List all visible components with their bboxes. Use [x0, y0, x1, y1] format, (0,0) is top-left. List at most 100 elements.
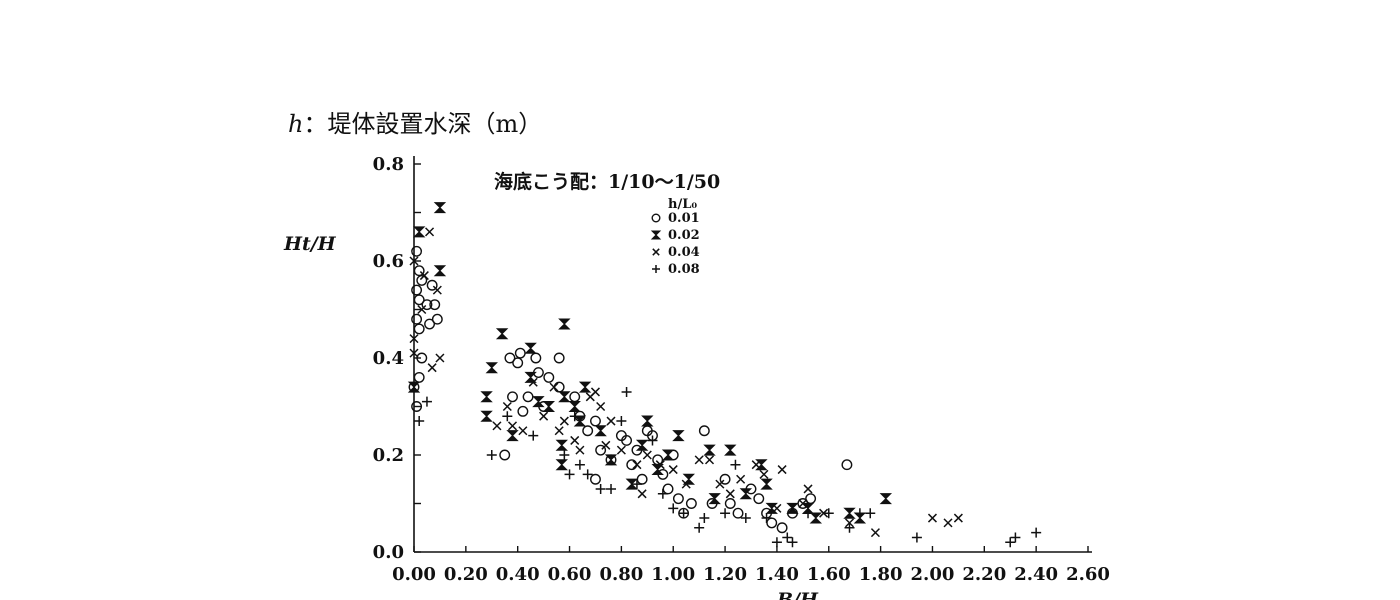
x-marker [725, 489, 735, 499]
circle-marker [595, 444, 607, 456]
x-marker [819, 508, 829, 518]
circle-marker [416, 274, 428, 286]
circle-marker [553, 381, 565, 393]
x-marker [616, 445, 626, 455]
x-marker [425, 227, 435, 237]
x-tick-label: 0.80 [599, 564, 643, 585]
x-tick-label: 2.60 [1066, 564, 1110, 585]
circle-marker [429, 299, 441, 311]
hourglass-marker [555, 459, 568, 471]
plus-marker [854, 508, 865, 519]
x-marker [803, 484, 813, 494]
hourglass-marker [568, 401, 581, 412]
hourglass-marker [879, 493, 893, 505]
x-marker [681, 479, 691, 489]
circle-marker [543, 371, 555, 383]
series-plus [414, 386, 1042, 548]
x-marker [492, 421, 502, 431]
hourglass-marker [412, 226, 426, 238]
x-marker [575, 445, 585, 455]
hourglass-marker [809, 512, 823, 524]
plus-marker [720, 508, 731, 519]
x-marker [427, 363, 437, 373]
x-marker [409, 256, 419, 266]
hourglass-marker [739, 488, 753, 500]
plus-marker [771, 537, 782, 548]
hourglass-marker [703, 444, 716, 456]
hourglass-marker [786, 502, 799, 514]
hourglass-marker [650, 230, 662, 240]
circle-marker [411, 313, 423, 325]
x-marker [596, 401, 606, 412]
hourglass-marker [843, 507, 856, 519]
circle-marker [626, 459, 638, 471]
circle-marker [553, 352, 565, 364]
y-tick-label: 0.0 [373, 542, 404, 563]
plus-marker [1005, 537, 1016, 548]
x-marker [668, 465, 678, 475]
circle-marker [507, 391, 518, 403]
plus-marker [652, 265, 660, 273]
y-tick-label: 0.2 [373, 445, 404, 466]
hourglass-marker [708, 493, 721, 505]
x-tick-label: 1.00 [651, 564, 695, 585]
y-tick-label: 0.4 [373, 348, 404, 369]
plus-marker [911, 532, 922, 543]
plus-marker [657, 488, 668, 499]
plus-marker [582, 469, 593, 480]
hourglass-marker [433, 202, 447, 214]
plus-marker [616, 416, 627, 427]
hourglass-marker [532, 396, 545, 408]
plus-marker [528, 430, 539, 441]
x-marker [432, 285, 442, 295]
plus-marker [699, 513, 710, 524]
chart-legend: h/L₀ 0.01 0.02 0.04 0.08 [650, 197, 700, 277]
plus-marker [668, 503, 679, 514]
plus-marker [844, 522, 855, 533]
circle-marker [805, 493, 817, 505]
circle-marker [698, 425, 710, 437]
plus-marker [1031, 527, 1042, 538]
plus-marker [694, 522, 705, 533]
circle-marker [426, 279, 438, 291]
circle-marker [522, 391, 534, 403]
x-tick-label: 2.00 [911, 564, 955, 585]
legend-label: 0.04 [668, 245, 700, 260]
x-marker [655, 460, 665, 470]
x-marker [637, 489, 647, 499]
circle-marker [413, 294, 425, 306]
plus-marker [486, 450, 497, 460]
x-marker [435, 353, 445, 363]
hourglass-marker [594, 425, 607, 437]
x-marker [570, 435, 580, 445]
plus-marker [631, 479, 642, 490]
plus-marker [502, 411, 513, 422]
x-marker [601, 440, 611, 450]
x-marker [759, 469, 769, 479]
plus-marker [1010, 532, 1021, 543]
x-marker [704, 455, 715, 465]
hourglass-marker [625, 478, 638, 490]
plus-marker [823, 508, 834, 519]
circle-marker [411, 245, 423, 257]
circle-marker [590, 473, 601, 485]
x-tick-label: 0.40 [496, 564, 540, 585]
x-tick-label: 2.20 [962, 564, 1006, 585]
x-tick-label: 1.40 [755, 564, 799, 585]
circle-marker [499, 449, 511, 461]
legend-label: 0.08 [668, 262, 700, 277]
circle-marker [651, 213, 661, 223]
plus-marker [647, 435, 658, 446]
hourglass-marker [661, 449, 675, 461]
x-marker [409, 334, 419, 344]
x-marker [549, 382, 559, 392]
hourglass-marker [760, 478, 773, 490]
circle-marker [724, 498, 736, 509]
hourglass-marker [495, 328, 509, 340]
x-marker [870, 528, 880, 538]
hourglass-marker [524, 371, 537, 383]
x-marker [554, 426, 564, 436]
x-tick-label: 1.80 [859, 564, 903, 585]
plus-marker [787, 537, 798, 548]
x-marker [409, 348, 419, 358]
